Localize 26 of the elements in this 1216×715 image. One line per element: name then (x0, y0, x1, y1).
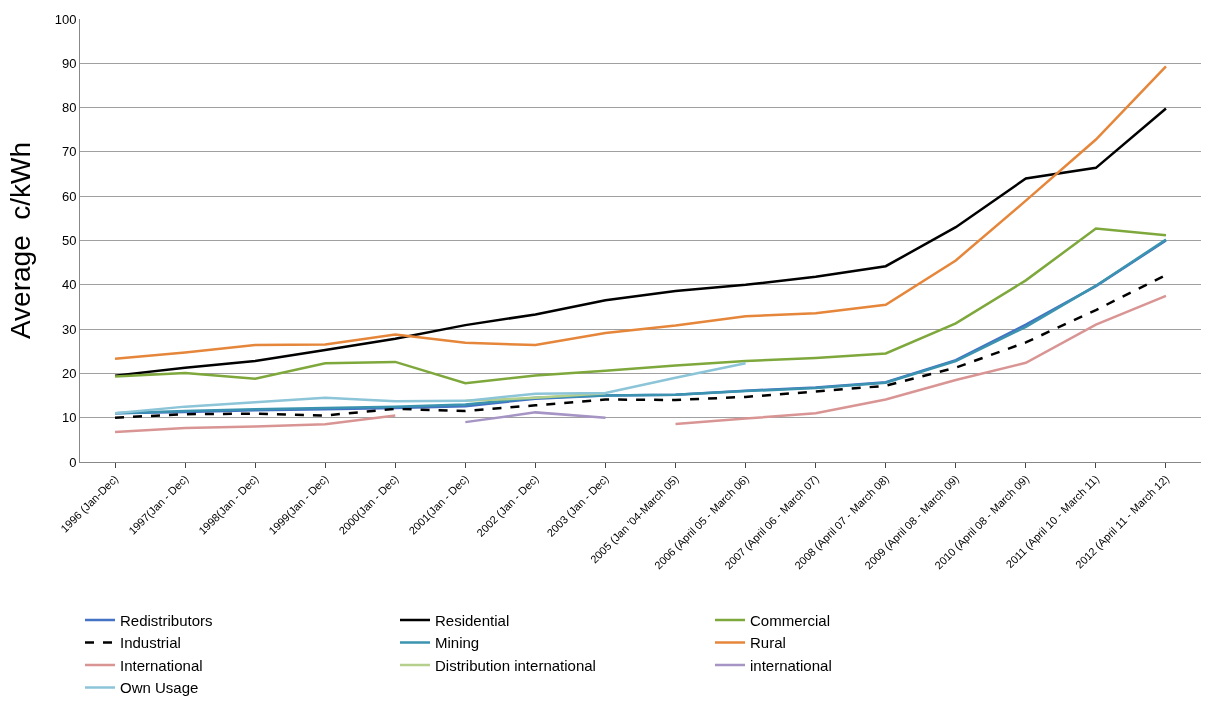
y-tick-label: 50 (61, 233, 77, 249)
y-tick-label: 90 (61, 55, 77, 71)
y-tick-label: 70 (61, 144, 77, 160)
legend-label: Industrial (120, 634, 181, 652)
legend-label: Distribution international (435, 656, 596, 674)
y-tick-label: 20 (61, 365, 77, 381)
y-tick-label: 100 (54, 11, 77, 27)
y-tick-label: 40 (61, 277, 77, 293)
y-tick-label: 10 (61, 410, 77, 426)
legend-label: Residential (435, 611, 510, 629)
y-tick-label: 0 (69, 454, 77, 470)
y-tick-label: 60 (61, 188, 77, 204)
line-series (113, 65, 1168, 361)
legend-label: international (750, 656, 832, 674)
legend-label: Redistributors (120, 611, 213, 629)
legend-label: Commercial (750, 611, 831, 629)
legend-label: Rural (750, 634, 786, 652)
y-tick-label: 30 (61, 321, 77, 337)
legend-label: Mining (435, 634, 480, 652)
y-tick-label: 80 (61, 100, 77, 116)
legend-label: Own Usage (120, 679, 199, 697)
legend-label: International (120, 656, 203, 674)
line-series (113, 227, 1168, 385)
line-series (113, 107, 1168, 377)
line-series (113, 361, 747, 415)
y-axis-title: Average c/kWh (5, 141, 37, 340)
